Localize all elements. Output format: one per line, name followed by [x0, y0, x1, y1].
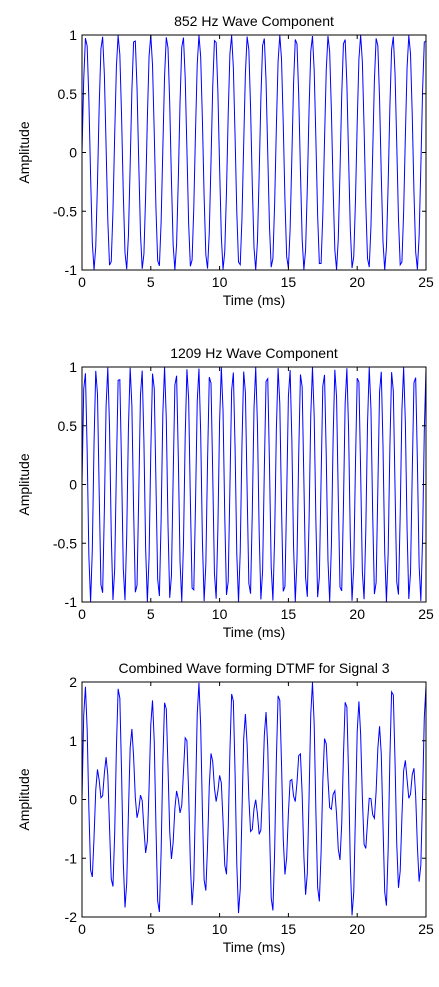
y-axis-label: Amplitude — [16, 453, 32, 515]
series-line — [82, 366, 426, 603]
x-axis-label: Time (ms) — [223, 939, 285, 955]
y-tick-label: -1 — [65, 594, 78, 610]
y-axis-label: Amplitude — [16, 768, 32, 830]
x-tick-label: 0 — [78, 921, 86, 937]
x-tick-label: 5 — [147, 274, 155, 290]
series-line — [82, 34, 426, 271]
x-tick-label: 10 — [212, 274, 228, 290]
y-tick-label: 0 — [69, 477, 77, 493]
chart-title: 852 Hz Wave Component — [174, 13, 334, 29]
x-tick-label: 15 — [281, 274, 297, 290]
y-tick-label: 1 — [69, 27, 77, 43]
series-line — [82, 682, 426, 916]
x-axis-label: Time (ms) — [223, 624, 285, 640]
y-tick-label: -0.5 — [53, 535, 77, 551]
y-tick-label: -0.5 — [53, 203, 77, 219]
x-tick-label: 15 — [281, 606, 297, 622]
x-tick-label: 10 — [212, 921, 228, 937]
y-axis-label: Amplitude — [16, 121, 32, 183]
x-tick-label: 20 — [349, 606, 365, 622]
x-tick-label: 20 — [349, 921, 365, 937]
chart-panel-1: 0 5 10 15 20 25 -1 -0.5 0 0.5 1 852 Hz Wave Compone… — [16, 13, 434, 308]
x-tick-label: 25 — [418, 921, 434, 937]
x-tick-label: 25 — [418, 274, 434, 290]
y-tick-label: -2 — [65, 909, 78, 925]
x-tick-label: 25 — [418, 606, 434, 622]
chart-panel-3: 0 5 10 15 20 25 -2 -1 0 1 2 Combined Wave forming D… — [16, 660, 434, 955]
y-tick-label: -1 — [65, 850, 78, 866]
x-tick-label: 0 — [78, 274, 86, 290]
x-tick-label: 5 — [147, 921, 155, 937]
y-tick-label: 0.5 — [58, 418, 78, 434]
y-tick-label: 1 — [69, 359, 77, 375]
y-tick-label: 1 — [69, 733, 77, 749]
y-tick-label: 2 — [69, 674, 77, 690]
chart-title: 1209 Hz Wave Component — [170, 345, 338, 361]
y-tick-label: 0 — [69, 145, 77, 161]
y-tick-label: -1 — [65, 262, 78, 278]
chart-panel-2: 0 5 10 15 20 25 -1 -0.5 0 0.5 1 1209 Hz Wave Compon… — [16, 345, 434, 640]
x-tick-label: 0 — [78, 606, 86, 622]
y-tick-label: 0.5 — [58, 86, 78, 102]
x-axis-label: Time (ms) — [223, 292, 285, 308]
x-tick-label: 5 — [147, 606, 155, 622]
x-tick-label: 20 — [349, 274, 365, 290]
x-tick-label: 10 — [212, 606, 228, 622]
plot-area — [82, 682, 426, 917]
x-tick-label: 15 — [281, 921, 297, 937]
chart-title: Combined Wave forming DTMF for Signal 3 — [118, 660, 389, 676]
y-tick-label: 0 — [69, 792, 77, 808]
